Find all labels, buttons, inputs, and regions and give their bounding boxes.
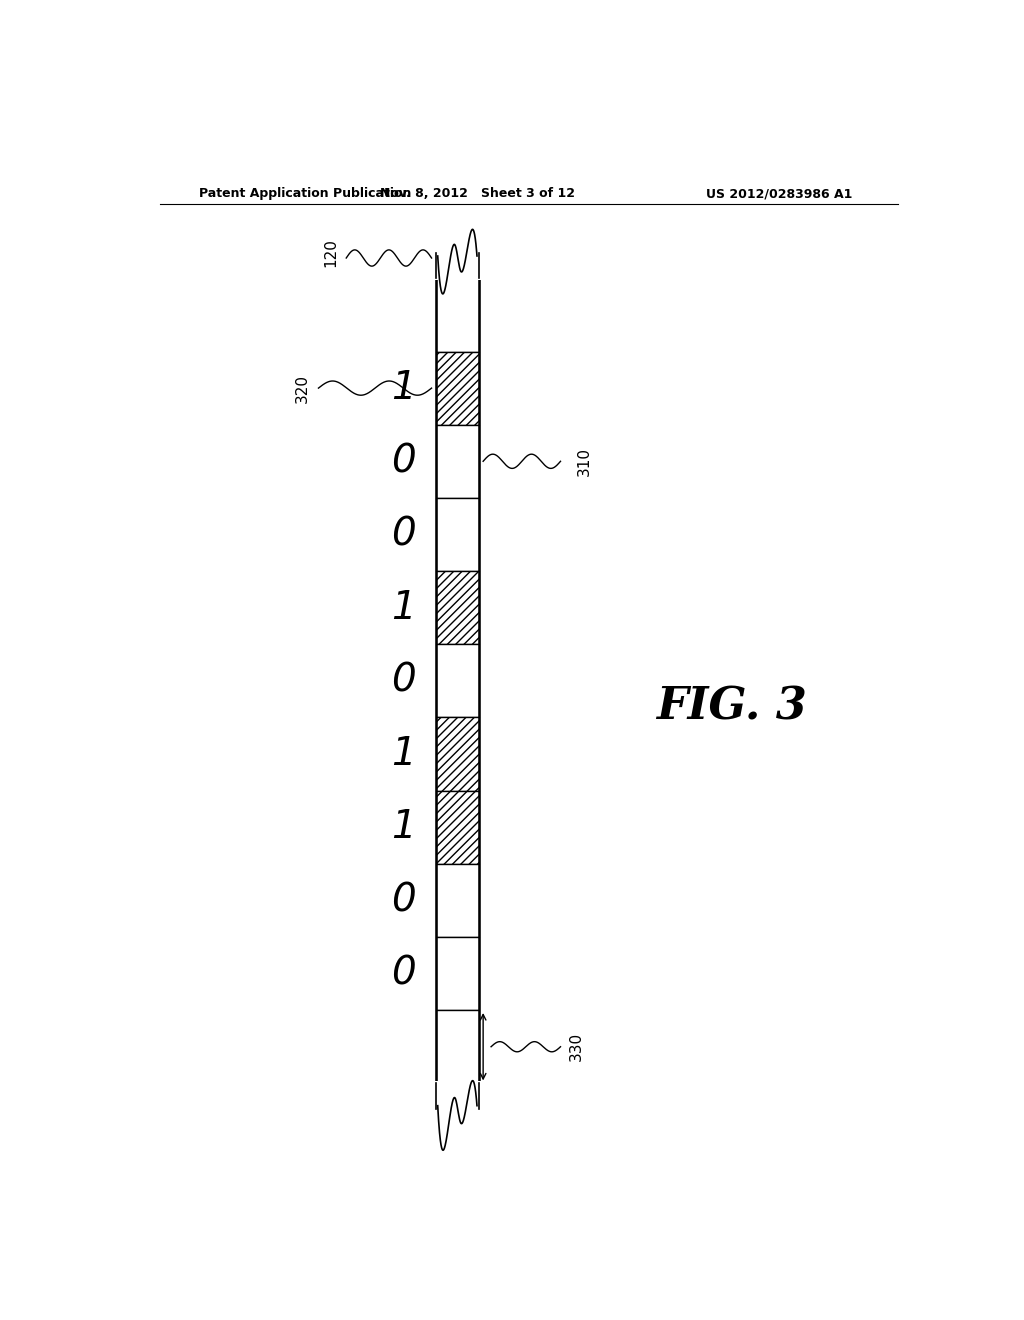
Bar xyxy=(435,425,479,498)
Text: FIG. 3: FIG. 3 xyxy=(655,686,807,729)
Bar xyxy=(431,1081,483,1122)
Bar xyxy=(435,351,479,425)
Bar xyxy=(435,791,479,863)
Text: 0: 0 xyxy=(391,954,416,993)
Text: 1: 1 xyxy=(391,735,416,774)
Text: 330: 330 xyxy=(568,1032,584,1061)
Bar xyxy=(435,1010,479,1084)
Bar xyxy=(435,718,479,791)
Text: 310: 310 xyxy=(577,446,592,475)
Text: 120: 120 xyxy=(323,239,338,268)
Text: Nov. 8, 2012   Sheet 3 of 12: Nov. 8, 2012 Sheet 3 of 12 xyxy=(380,187,574,201)
Text: 1: 1 xyxy=(391,370,416,407)
Text: 1: 1 xyxy=(391,808,416,846)
Bar xyxy=(435,644,479,718)
Text: 1: 1 xyxy=(391,589,416,627)
Bar xyxy=(435,572,479,644)
Bar xyxy=(435,279,479,351)
Bar xyxy=(435,498,479,572)
Bar xyxy=(435,937,479,1010)
Bar xyxy=(435,863,479,937)
Text: US 2012/0283986 A1: US 2012/0283986 A1 xyxy=(706,187,852,201)
Text: 0: 0 xyxy=(391,516,416,553)
Bar xyxy=(431,240,483,280)
Text: 0: 0 xyxy=(391,882,416,919)
Text: 320: 320 xyxy=(295,374,310,403)
Text: 0: 0 xyxy=(391,442,416,480)
Text: Patent Application Publication: Patent Application Publication xyxy=(200,187,412,201)
Text: 0: 0 xyxy=(391,661,416,700)
